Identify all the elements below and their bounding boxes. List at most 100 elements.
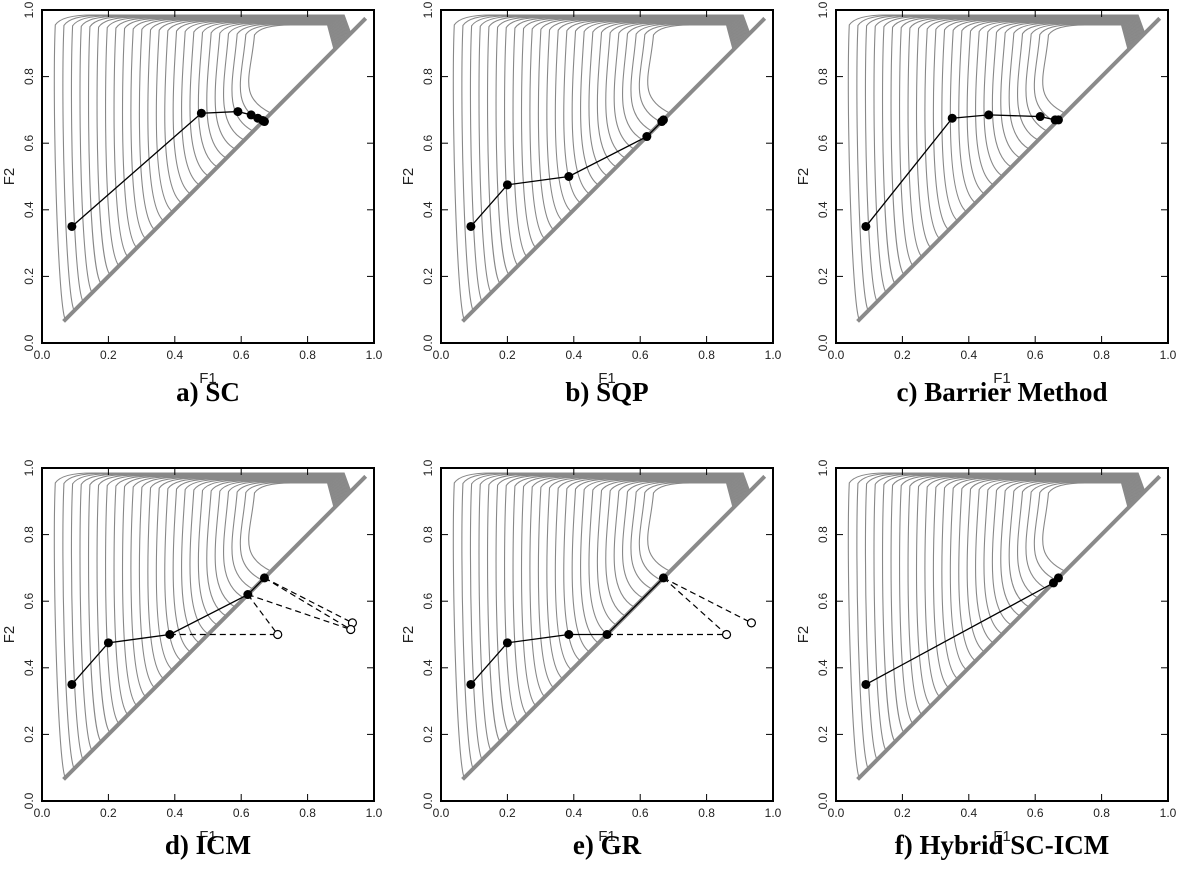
contour-lines [53, 14, 352, 320]
plot-frame [835, 467, 1169, 802]
x-tick-label: 0.8 [1093, 348, 1110, 362]
contour-line [130, 476, 345, 698]
x-tick-label: 0.6 [1027, 348, 1044, 362]
y-tick-label: 0.2 [22, 268, 36, 285]
iterate-point [1035, 112, 1045, 122]
contour-line [991, 21, 1134, 168]
contour-line [214, 22, 338, 150]
iterate-point [984, 110, 994, 120]
x-tick-label: 0.0 [34, 348, 51, 362]
contour-line [924, 476, 1139, 698]
contour-line [915, 17, 1140, 249]
contour-line [520, 17, 745, 249]
y-tick-label: 0.8 [816, 68, 830, 85]
feasible-boundary [856, 474, 1162, 781]
x-axis-label: F1 [993, 828, 1011, 845]
contour-line [881, 474, 1143, 743]
contour-line [495, 474, 747, 734]
contour-line [856, 14, 1145, 311]
contour-lines [847, 472, 1146, 778]
contour-line [529, 476, 744, 698]
iteration-path [865, 577, 1059, 686]
iterate-point [259, 573, 269, 583]
x-tick-label: 0.8 [698, 806, 715, 820]
x-axis-label: F1 [993, 370, 1011, 387]
x-tick-label: 0.4 [565, 806, 582, 820]
contour-line [847, 472, 1146, 778]
trial-point [273, 629, 283, 640]
contour-line [96, 474, 348, 734]
iterate-point [67, 221, 77, 231]
contour-line [520, 475, 745, 707]
y-tick-label: 0.0 [22, 792, 36, 809]
contour-line [147, 477, 344, 680]
x-tick-label: 0.6 [1027, 806, 1044, 820]
axis-ticks: 0.0 0.2 0.4 0.6 0.8 1.0 0.0 0.2 0.4 0.6 0.8 1.0 [421, 459, 782, 820]
contour-line [958, 20, 1136, 204]
contour-line [983, 21, 1134, 177]
axis-ticks: 0.0 0.2 0.4 0.6 0.8 1.0 0.0 0.2 0.4 0.6 0.8 1.0 [22, 1, 383, 362]
contour-line [469, 15, 749, 303]
contour-line [529, 18, 744, 240]
contour-line [554, 19, 742, 213]
contour-line [223, 481, 337, 599]
contour-line [630, 481, 736, 590]
contour-line [907, 475, 1141, 716]
contour-line [991, 479, 1134, 626]
contour-lines [452, 14, 751, 320]
contour-line [181, 478, 341, 644]
contour-line [504, 17, 746, 267]
x-tick-label: 0.2 [894, 806, 911, 820]
contour-line [1025, 481, 1131, 590]
contour-line [622, 481, 736, 599]
panel-caption: e) GR [572, 830, 642, 860]
contour-line [478, 15, 749, 294]
contour-line [1025, 23, 1131, 132]
y-axis-label: F2 [795, 626, 812, 644]
contour-line [546, 19, 743, 222]
y-tick-label: 1.0 [816, 1, 830, 18]
y-tick-label: 0.6 [421, 135, 435, 152]
contour-line [70, 15, 350, 303]
y-tick-label: 0.4 [22, 201, 36, 218]
contour-line [155, 477, 343, 671]
iterate-point [196, 108, 206, 118]
contour-line [571, 20, 741, 195]
contour-line [181, 20, 341, 186]
iterate-point [502, 638, 512, 648]
contour-line [890, 474, 1142, 734]
y-axis-label: F2 [795, 168, 812, 186]
iterate-point [642, 132, 652, 142]
iterate-point [233, 107, 243, 117]
x-axis-label: F1 [598, 828, 616, 845]
contour-line [495, 16, 747, 276]
y-tick-label: 0.2 [816, 268, 830, 285]
contour-line [478, 473, 749, 752]
iterate-point [246, 110, 256, 120]
iterate-point [67, 679, 77, 689]
iterate-point [259, 117, 269, 127]
contour-lines [847, 14, 1146, 320]
iterate-point [1053, 573, 1063, 583]
trial-segment [247, 593, 351, 631]
contour-line [605, 480, 738, 617]
contour-line [189, 21, 340, 177]
y-tick-label: 1.0 [22, 1, 36, 18]
trial-segment [264, 577, 352, 631]
panel-caption: c) Barrier Method [896, 377, 1108, 407]
contour-line [949, 19, 1137, 213]
contour-line [899, 475, 1141, 725]
contour-line [248, 24, 335, 114]
axis-ticks: 0.0 0.2 0.4 0.6 0.8 1.0 0.0 0.2 0.4 0.6 0.8 1.0 [816, 459, 1177, 820]
contour-line [881, 16, 1143, 285]
contour-line [452, 14, 751, 320]
x-tick-label: 0.0 [828, 806, 845, 820]
contour-line [847, 14, 1146, 320]
feasible-boundary [62, 16, 368, 323]
y-tick-label: 0.4 [421, 201, 435, 218]
x-tick-label: 0.8 [1093, 806, 1110, 820]
